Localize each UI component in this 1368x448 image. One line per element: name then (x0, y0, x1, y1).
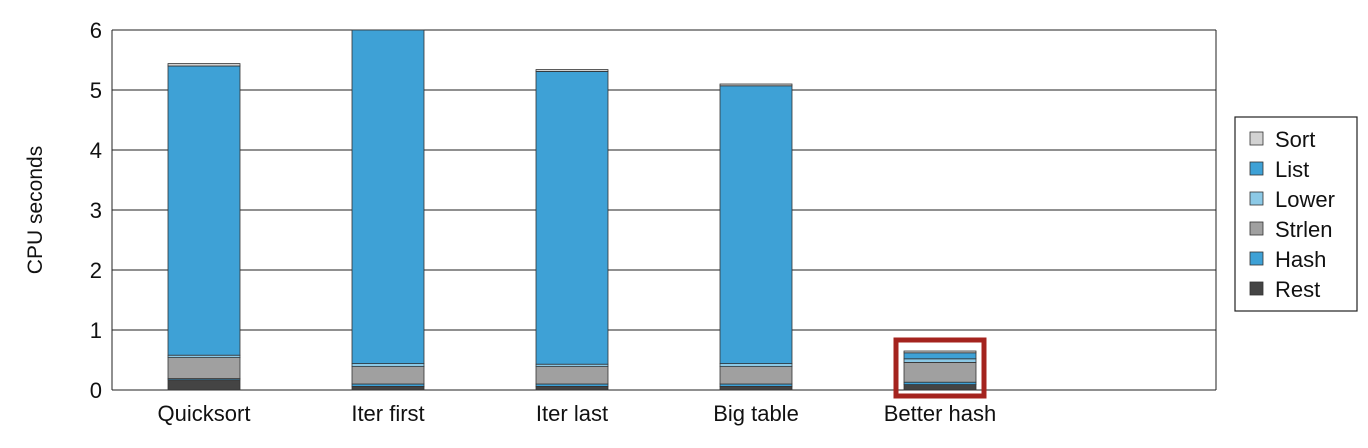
x-tick-labels: Quicksort Iter first Iter last Big table Bet… (158, 401, 997, 426)
y-tick-label-1: 1 (90, 318, 102, 343)
bar-1-rest (351, 385, 425, 391)
y-tick-label-5: 5 (90, 78, 102, 103)
bar-0-strlen (167, 357, 241, 380)
legend-label-rest: Rest (1275, 277, 1320, 302)
legend-label-sort: Sort (1275, 127, 1315, 152)
legend-swatch-lower (1249, 191, 1264, 206)
bar-0-list (167, 65, 241, 356)
bar-2-rest (535, 385, 609, 391)
y-tick-labels: 0 1 2 3 4 5 6 (90, 18, 102, 403)
bar-4-strlen (903, 361, 977, 383)
y-tick-label-2: 2 (90, 258, 102, 283)
legend-label-strlen: Strlen (1275, 217, 1332, 242)
highlight-box-layer (893, 337, 987, 399)
y-tick-label-0: 0 (90, 378, 102, 403)
bar-2-list (535, 71, 609, 365)
x-tick-label-1: Iter first (351, 401, 424, 426)
legend-swatch-rest (1249, 281, 1264, 296)
legend-swatch-hash (1249, 251, 1264, 266)
bar-4-sort (903, 350, 977, 354)
bar-0-rest (167, 379, 241, 391)
bar-4-rest (903, 384, 977, 391)
x-tick-label-4: Better hash (884, 401, 997, 426)
highlight-box (893, 337, 987, 399)
y-axis-label: CPU seconds (24, 146, 47, 274)
legend-swatch-sort (1249, 131, 1264, 146)
bar-3-list (719, 85, 793, 364)
x-tick-label-2: Iter last (536, 401, 608, 426)
bar-3-rest (719, 385, 793, 391)
bar-1-strlen (351, 366, 425, 385)
bar-0-sort (167, 63, 241, 67)
legend-label-lower: Lower (1275, 187, 1335, 212)
legend-swatch-list (1249, 161, 1264, 176)
x-tick-label-0: Quicksort (158, 401, 251, 426)
bar-4-list (903, 352, 977, 360)
bar-1-list (351, 29, 425, 365)
legend-box (1234, 116, 1358, 312)
x-tick-label-3: Big table (713, 401, 799, 426)
bar-4-lower (903, 358, 977, 363)
legend-label-list: List (1275, 157, 1309, 182)
legend-swatch-strlen (1249, 221, 1264, 236)
bar-1-lower (351, 363, 425, 368)
y-tick-label-4: 4 (90, 138, 102, 163)
bar-2-strlen (535, 366, 609, 385)
y-tick-label-3: 3 (90, 198, 102, 223)
legend-label-hash: Hash (1275, 247, 1326, 272)
bar-3-strlen (719, 366, 793, 385)
y-tick-label-6: 6 (90, 18, 102, 43)
bar-3-sort (719, 83, 793, 87)
gridlines (111, 29, 1217, 391)
bar-3-lower (719, 363, 793, 368)
bar-2-sort (535, 69, 609, 72)
legend: Sort List Lower Strlen Hash Rest (1234, 116, 1358, 312)
bars (167, 29, 977, 391)
